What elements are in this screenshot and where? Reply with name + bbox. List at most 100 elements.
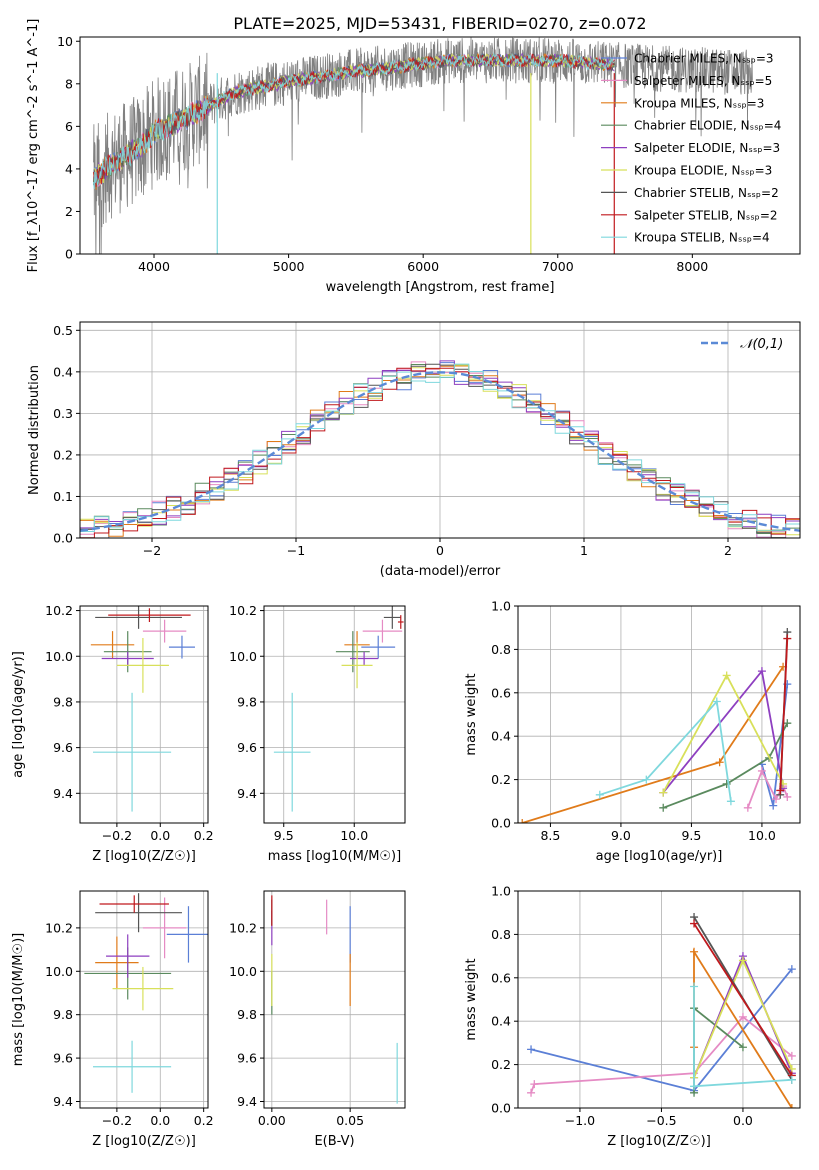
legend-label: Kroupa ELODIE, Nₛₛₚ=3 [634,164,772,178]
age_vs_Z-ytick-label: 9.4 [53,786,73,801]
legend-label: Kroupa MILES, Nₛₛₚ=3 [634,96,764,110]
spectrum-xlabel: wavelength [Angstrom, rest frame] [326,280,555,295]
weight-line [693,923,793,1076]
weight-marker [690,919,699,928]
weight_vs_Z-ytick-label: 0.2 [491,1057,511,1072]
weight-marker [757,766,766,775]
normal-legend-label: 𝒩(0,1) [740,337,783,352]
legend-label: Salpeter STELIB, Nₛₛₚ=2 [634,208,778,222]
weight-marker [530,1080,539,1089]
weight_vs_age-panel: 8.5 9.0 9.5 10.0 0.0 0.2 0.4 0.6 0.8 1.0 age [log1… [464,599,801,864]
spectrum-ytick-label: 2 [65,204,73,219]
residuals-xtick-label: 2 [724,543,732,558]
age_vs_mass-panel: 9.5 10.0 9.4 9.6 9.8 10.0 10.2 mass [log10(M/M☉… [229,603,406,864]
weight-marker [715,758,724,767]
weight-marker [690,1082,699,1091]
weight_vs_age-ytick-label: 0.8 [491,642,511,657]
mass_vs_ebv-panel: 0.00 0.05 9.4 9.6 9.8 10.0 10.2 E(B-V) [229,890,406,1149]
residuals-xtick-label: 0 [436,543,444,558]
weight-marker [722,671,731,680]
residuals-ytick-label: 0.5 [53,323,73,338]
weight_vs_age-xtick-label: 8.5 [540,828,560,843]
mass_vs_ebv-xtick-label: 0.00 [258,1113,286,1128]
weight-marker [738,956,747,965]
spectrum-ytick-label: 6 [65,119,73,134]
spectrum-xtick-label: 6000 [407,259,439,274]
weight_vs_Z-ytick-label: 0.4 [491,1014,511,1029]
weight-marker [743,803,752,812]
age_vs_Z-xtick-label: −0.2 [102,828,132,843]
mass_vs_Z-xtick-label: 0.2 [194,1113,214,1128]
mass_vs_Z-plot-area [84,893,208,1093]
age_vs_mass-ytick-label: 9.8 [237,694,257,709]
weight-marker [783,719,792,728]
weight-marker [642,775,651,784]
residual-legend: 𝒩(0,1) [701,337,783,352]
weight_vs_Z-frame [517,890,801,1109]
weight-marker [738,1043,747,1052]
age_vs_Z-xtick-label: 0.0 [150,828,170,843]
mass_vs_ebv-ytick-label: 9.8 [237,1007,257,1022]
mass_vs_Z-panel: −0.2 0.0 0.2 9.4 9.6 9.8 10.0 10.2 Z [log10(Z/Z☉… [11,890,214,1149]
mass_vs_Z-ylabel: mass [log10(M/M☉)] [11,933,26,1066]
age_vs_Z-xtick-label: 0.2 [194,828,214,843]
mass_vs_ebv-plot-area [271,895,398,1104]
weight-marker [726,797,735,806]
mass_vs_Z-ytick-label: 9.8 [53,1007,73,1022]
weight-marker [527,1088,536,1097]
weight-marker [757,667,766,676]
legend-label: Chabrier STELIB, Nₛₛₚ=2 [634,186,779,200]
weight_vs_Z-ytick-label: 1.0 [491,884,511,899]
age_vs_Z-xlabel: Z [log10(Z/Z☉)] [92,849,196,864]
weight-marker [783,792,792,801]
weight_vs_Z-xtick-label: −0.5 [646,1113,676,1128]
mass_vs_ebv-ytick-label: 10.0 [229,964,257,979]
weight_vs_age-frame [517,605,801,824]
spectrum-legend: Chabrier MILES, Nₛₛₚ=3 Salpeter MILES, Nₛ… [601,52,781,245]
weight-marker [772,795,781,804]
legend-label: Chabrier ELODIE, Nₛₛₚ=4 [634,119,781,133]
spectrum-ytick-label: 4 [65,161,73,176]
mass_vs_ebv-ytick-label: 9.4 [237,1094,257,1109]
mass_vs_Z-ytick-label: 9.4 [53,1094,73,1109]
residual-histogram [80,363,800,538]
age_vs_mass-ytick-label: 10.2 [229,603,257,618]
weight-marker [690,947,699,956]
age_vs_Z-panel: −0.2 0.0 0.2 9.4 9.6 9.8 10.0 10.2 Z [log10(Z/Z☉… [11,603,214,864]
weight_vs_age-xlabel: age [log10(age/yr)] [596,849,723,864]
legend-label: Kroupa STELIB, Nₛₛₚ=4 [634,231,770,245]
spectrum-model-line [93,52,615,189]
residuals-panel: −2 −1 0 1 2 0.0 0.1 0.2 0.3 0.4 0.5 (data-model)/er… [27,321,801,579]
weight_vs_Z-ytick-label: 0.8 [491,927,511,942]
weight_vs_age-ylabel: mass weight [464,673,479,755]
mass_vs_Z-xtick-label: 0.0 [150,1113,170,1128]
residuals-ytick-label: 0.2 [53,447,73,462]
weight-line [599,699,732,802]
mass_vs_ebv-xlabel: E(B-V) [314,1134,354,1149]
weight_vs_age-ytick-label: 0.6 [491,685,511,700]
weight_vs_age-xtick-label: 9.0 [611,828,631,843]
weight-marker [776,786,785,795]
weight-marker [518,819,527,823]
weight-marker [690,982,699,991]
age_vs_Z-plot-area [90,606,195,812]
residuals-plot-area [80,360,800,538]
weight-marker [595,790,604,799]
spectrum-xtick-label: 7000 [542,259,574,274]
weight-line [521,666,784,823]
age_vs_mass-xtick-label: 10.0 [340,828,368,843]
age_vs_mass-ytick-label: 10.0 [229,649,257,664]
residuals-xlabel: (data-model)/error [380,564,501,579]
weight_vs_age-xtick-label: 10.0 [748,828,776,843]
age_vs_mass-xlabel: mass [log10(M/M☉)] [268,849,401,864]
weight-line [662,722,789,809]
age_vs_mass-plot-area [273,606,404,812]
mass_vs_ebv-xtick-label: 0.05 [336,1113,364,1128]
normal-curve [80,371,800,532]
mass_vs_Z-xlabel: Z [log10(Z/Z☉)] [92,1134,196,1149]
age_vs_mass-ytick-label: 9.6 [237,740,257,755]
mass_vs_Z-ytick-label: 10.2 [45,920,73,935]
age_vs_Z-frame [79,605,209,824]
weight_vs_age-ytick-label: 0.4 [491,729,511,744]
weight_vs_age-xtick-label: 9.5 [681,828,701,843]
